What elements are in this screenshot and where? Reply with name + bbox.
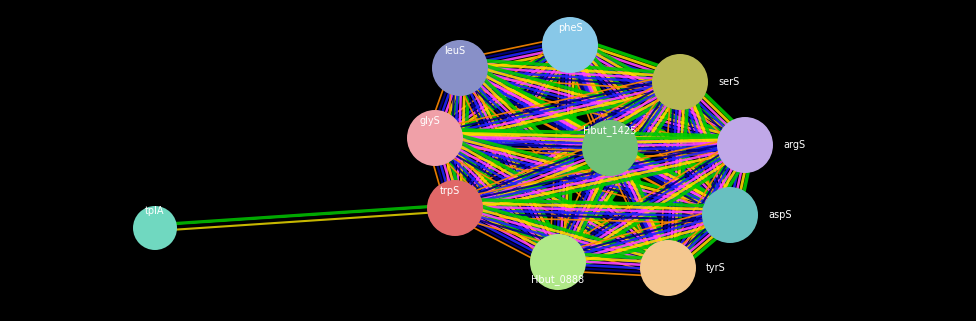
Text: pheS: pheS [557, 23, 583, 33]
Circle shape [640, 240, 696, 296]
Text: tplA: tplA [145, 206, 165, 216]
Circle shape [652, 54, 708, 110]
Text: glyS: glyS [420, 116, 440, 126]
Text: tyrS: tyrS [706, 263, 726, 273]
Text: argS: argS [783, 140, 805, 150]
Text: serS: serS [718, 77, 739, 87]
Text: trpS: trpS [440, 186, 460, 196]
Circle shape [702, 187, 758, 243]
Text: aspS: aspS [768, 210, 792, 220]
Circle shape [432, 40, 488, 96]
Circle shape [427, 180, 483, 236]
Circle shape [717, 117, 773, 173]
Circle shape [133, 206, 177, 250]
Circle shape [582, 120, 638, 176]
Circle shape [542, 17, 598, 73]
Text: Hbut_1425: Hbut_1425 [584, 125, 636, 136]
Text: leuS: leuS [444, 46, 466, 56]
Circle shape [530, 234, 586, 290]
Circle shape [407, 110, 463, 166]
Text: Hbut_0888: Hbut_0888 [532, 274, 585, 285]
